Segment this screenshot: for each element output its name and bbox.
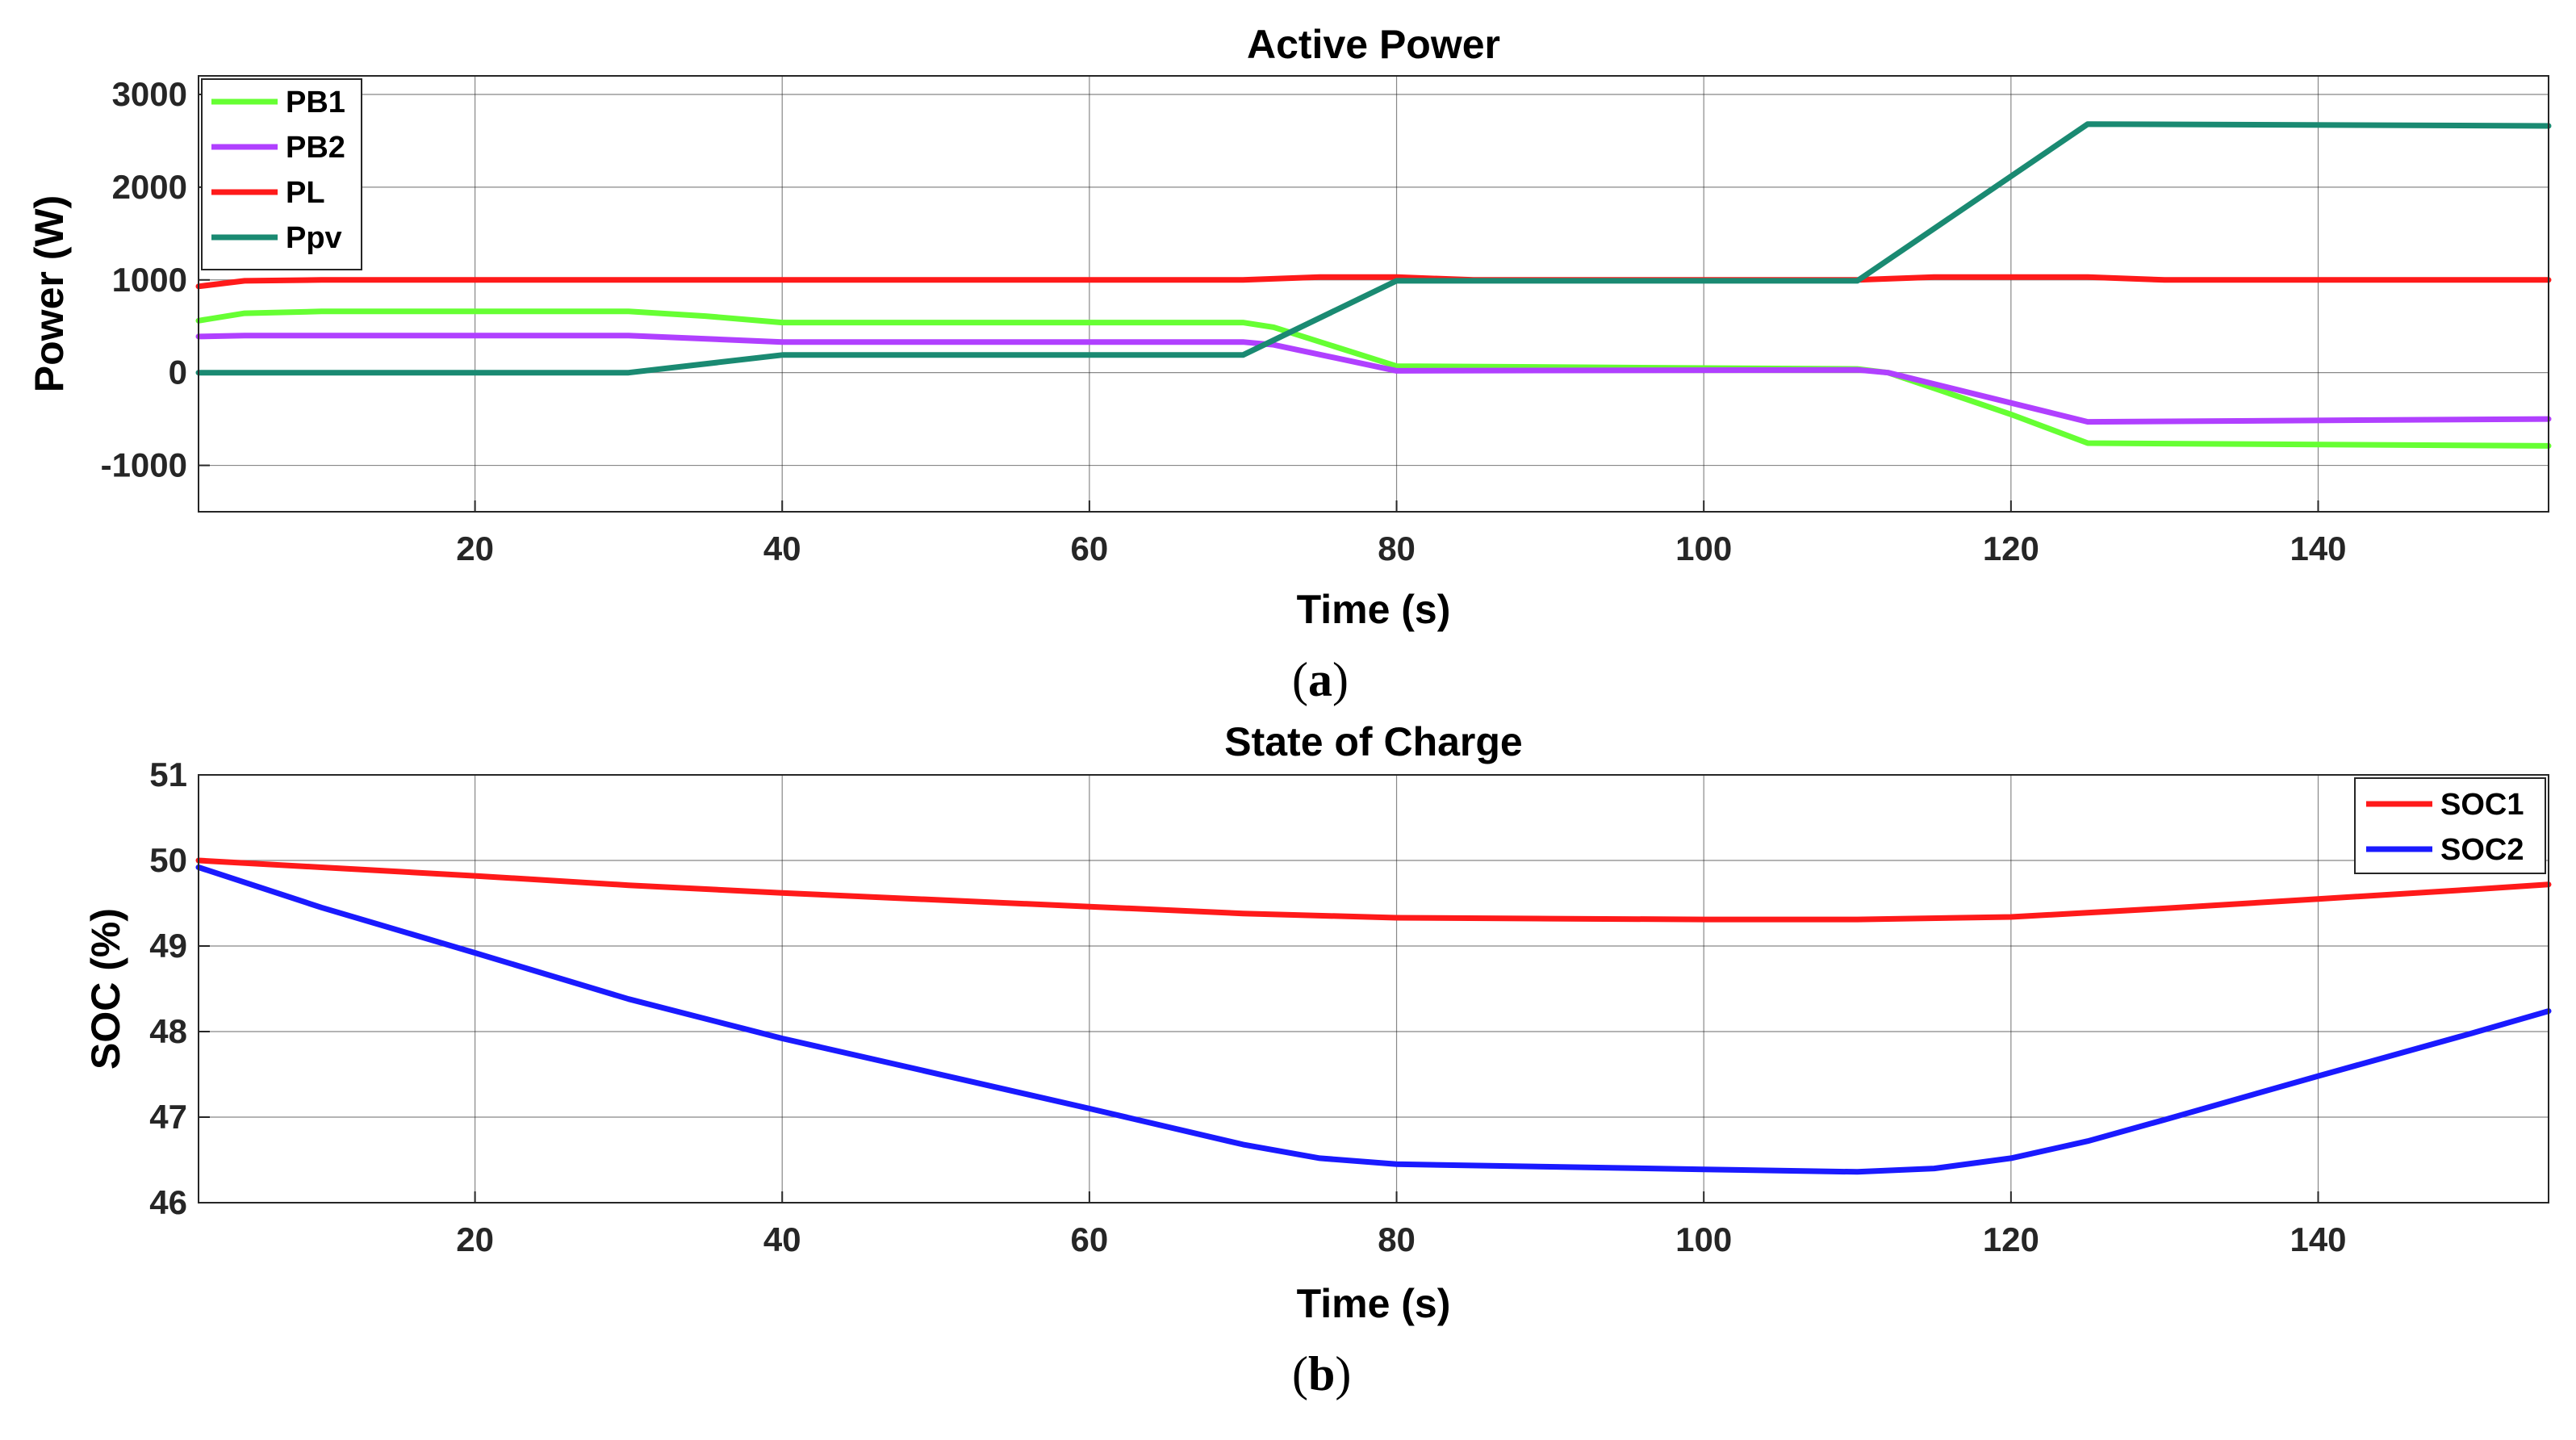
caption: (b) bbox=[1292, 1347, 1351, 1400]
series-line-soc1 bbox=[195, 857, 2552, 923]
legend-label-soc1: SOC1 bbox=[2440, 788, 2524, 822]
y-tick-label: 1000 bbox=[112, 261, 187, 299]
y-tick-label: 49 bbox=[149, 927, 187, 965]
caption-letter: b bbox=[1308, 1347, 1335, 1400]
x-axis-label: Time (s) bbox=[1297, 1281, 1451, 1326]
x-tick-label: 100 bbox=[1675, 1220, 1732, 1258]
y-tick-label: 48 bbox=[149, 1012, 187, 1050]
plot-frame bbox=[198, 75, 2549, 513]
y-axis-label: SOC (%) bbox=[83, 908, 128, 1070]
x-tick-label: 20 bbox=[456, 1220, 494, 1258]
y-tick-label: 50 bbox=[149, 841, 187, 879]
x-tick-label: 60 bbox=[1071, 530, 1109, 567]
legend-label-pb2: PB2 bbox=[286, 131, 345, 165]
x-tick-label: 100 bbox=[1675, 530, 1732, 567]
legend-label-ppv: Ppv bbox=[286, 221, 342, 255]
y-tick-label: -1000 bbox=[101, 446, 187, 484]
state-of-charge-chart: 46 47 48 49 50 51 20 40 60 80 100 120 140 State of … bbox=[83, 719, 2552, 1400]
x-tick-label: 140 bbox=[2290, 530, 2346, 567]
x-tick-label: 20 bbox=[456, 530, 494, 567]
caption: (a) bbox=[1292, 653, 1349, 706]
x-tick-label: 80 bbox=[1378, 1220, 1416, 1258]
legend-label-pl: PL bbox=[286, 176, 325, 210]
series-line-soc2 bbox=[195, 864, 2552, 1175]
series-line-pb2 bbox=[195, 333, 2552, 425]
y-tick-label: 0 bbox=[169, 354, 187, 391]
plot-frame bbox=[198, 774, 2549, 1203]
x-tick-label: 140 bbox=[2290, 1220, 2346, 1258]
legend: SOC1 SOC2 bbox=[2354, 777, 2546, 874]
legend-label-soc2: SOC2 bbox=[2440, 833, 2524, 867]
x-tick-label: 60 bbox=[1071, 1220, 1109, 1258]
x-tick-label: 80 bbox=[1378, 530, 1416, 567]
x-tick-label: 120 bbox=[1983, 1220, 2039, 1258]
y-tick-label: 3000 bbox=[112, 75, 187, 113]
series-line-ppv bbox=[195, 121, 2552, 376]
x-tick-label: 120 bbox=[1983, 530, 2039, 567]
x-tick-label: 40 bbox=[763, 1220, 801, 1258]
chart-title: State of Charge bbox=[1224, 719, 1523, 764]
x-tick-label: 40 bbox=[763, 530, 801, 567]
y-axis-label: Power (W) bbox=[27, 195, 72, 392]
active-power-chart: -1000 0 1000 2000 3000 20 40 60 80 100 120 140 Act… bbox=[27, 22, 2552, 706]
chart-title: Active Power bbox=[1247, 22, 1500, 67]
caption-letter: a bbox=[1308, 653, 1332, 706]
y-tick-label: 47 bbox=[149, 1098, 187, 1136]
y-tick-label: 2000 bbox=[112, 168, 187, 206]
legend-label-pb1: PB1 bbox=[286, 86, 345, 119]
y-tick-label: 51 bbox=[149, 756, 187, 793]
series-line-pb1 bbox=[195, 308, 2552, 449]
legend: PB1 PB2 PL Ppv bbox=[201, 78, 362, 270]
y-tick-label: 46 bbox=[149, 1183, 187, 1221]
x-axis-label: Time (s) bbox=[1297, 587, 1451, 632]
